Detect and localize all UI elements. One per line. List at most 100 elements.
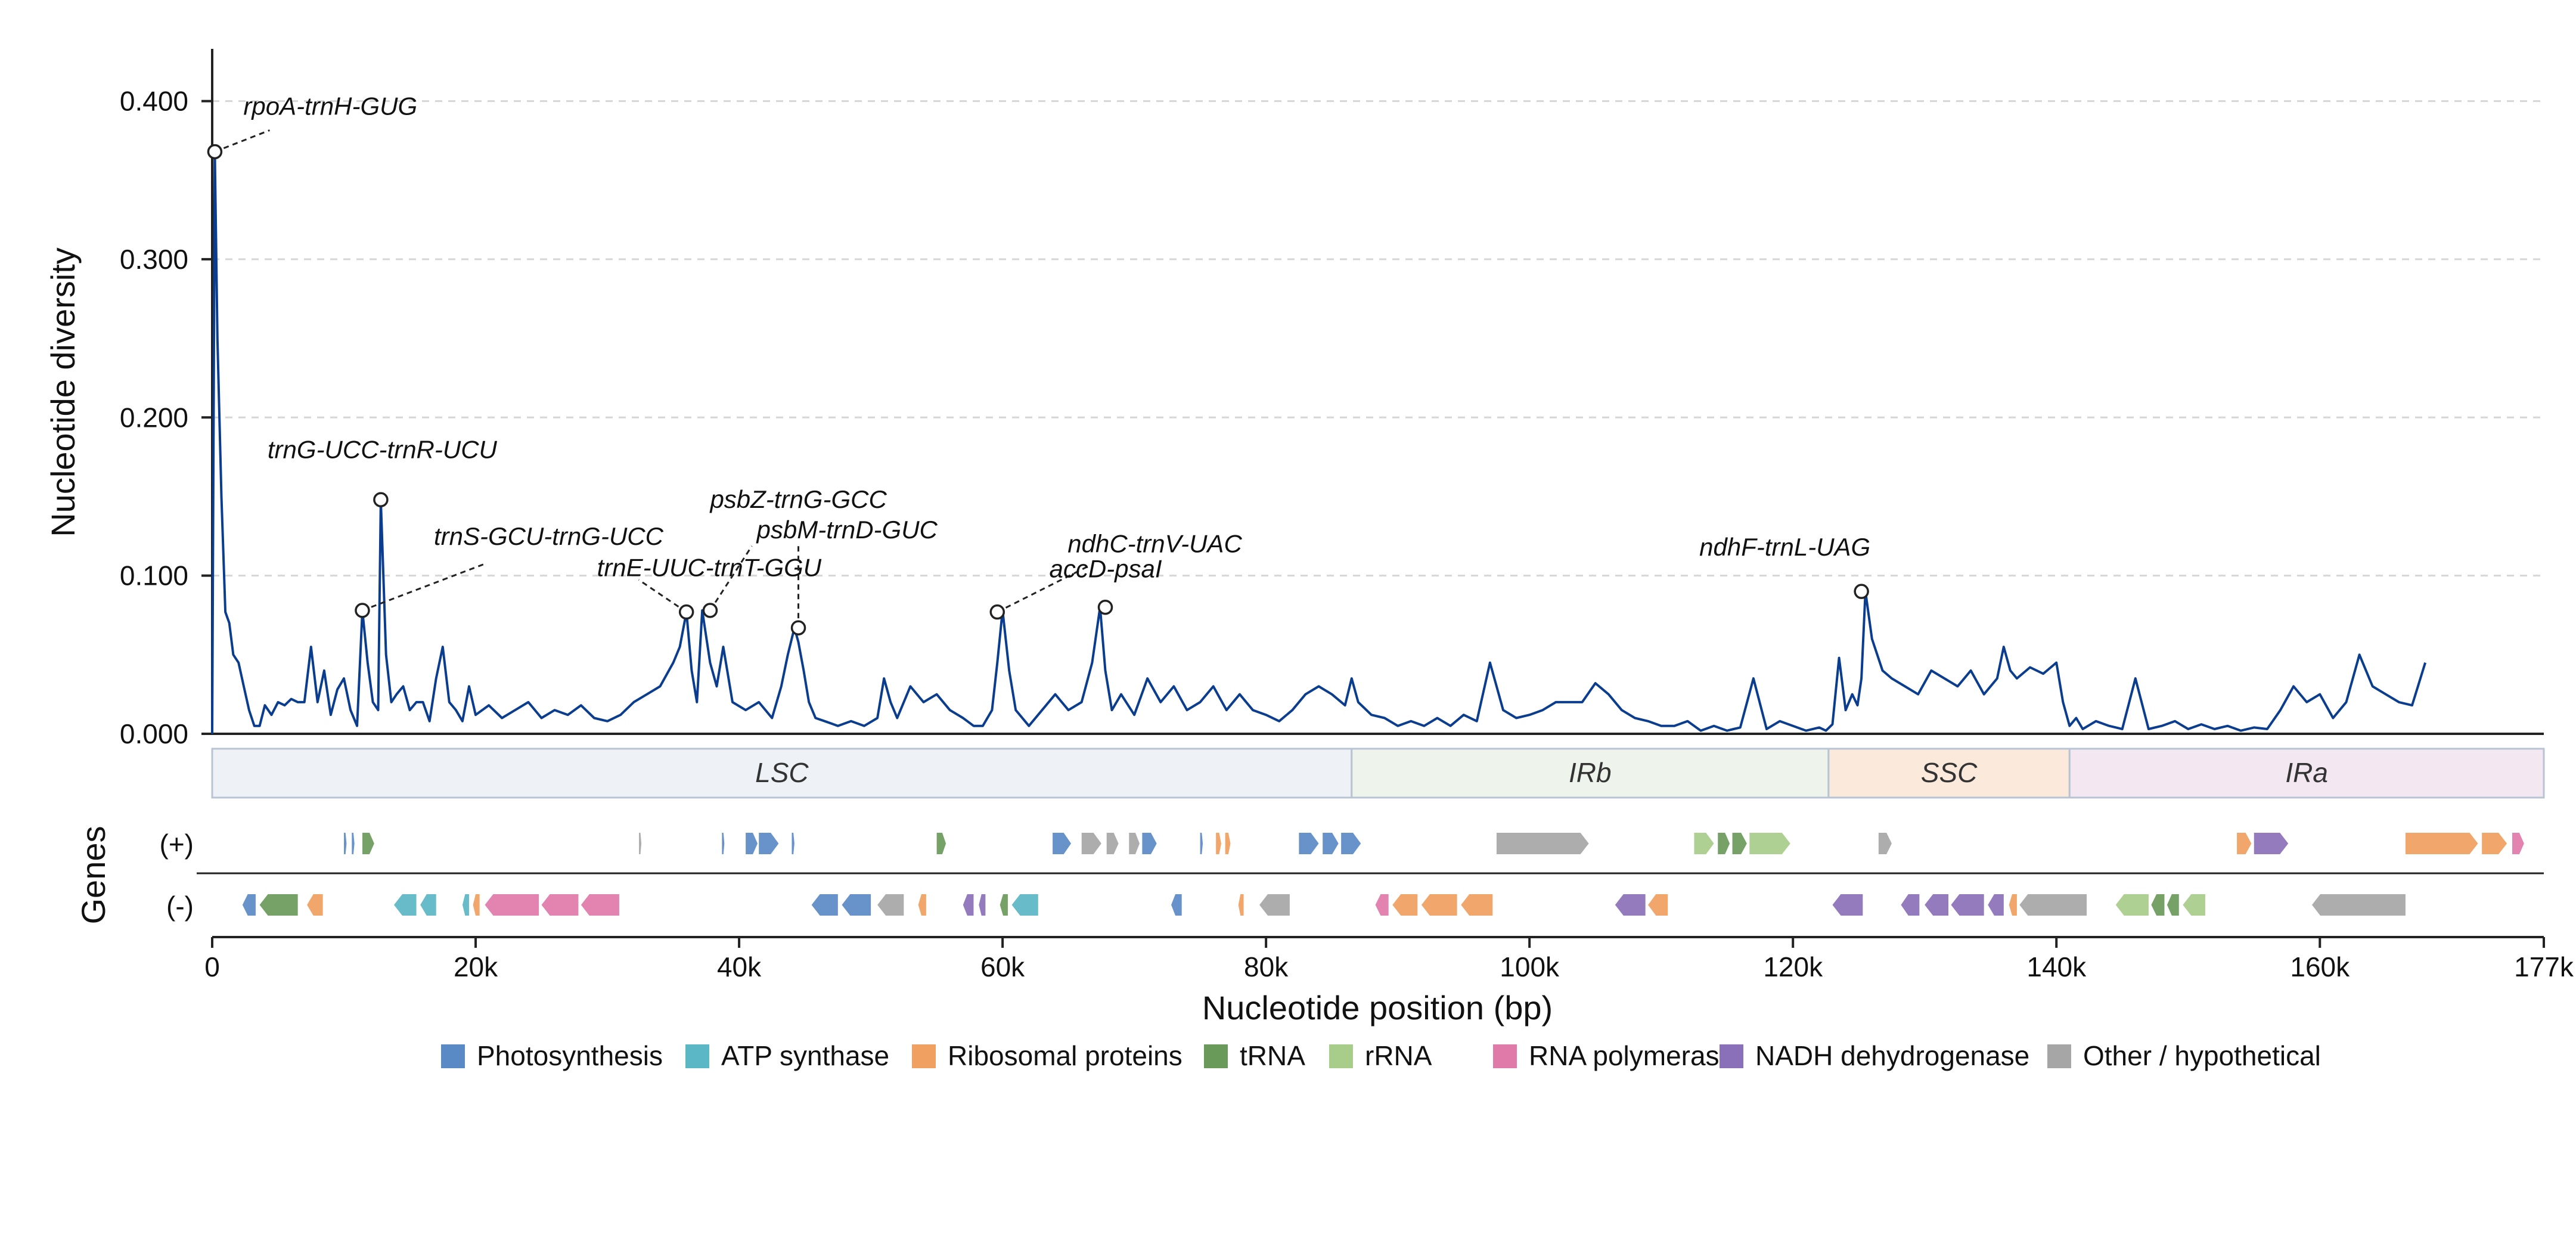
annotation-label: rpoA-trnH-GUG bbox=[243, 92, 417, 120]
gene-arrow bbox=[877, 894, 904, 916]
region-box bbox=[1827, 748, 2071, 799]
gene-arrow bbox=[1988, 894, 2004, 916]
annotation-label: ndhF-trnL-UAG bbox=[1699, 533, 1870, 561]
gene-arrow bbox=[1832, 894, 1863, 916]
gene-arrow bbox=[1732, 833, 1747, 854]
gene-arrow bbox=[541, 894, 579, 916]
y-tick-label: 0.000 bbox=[120, 718, 188, 749]
region-band: LSC IRb SSC IRa bbox=[211, 748, 2545, 799]
x-tick-label: 20k bbox=[454, 951, 498, 982]
highlight-point bbox=[1097, 599, 1113, 615]
gene-arrow bbox=[918, 894, 926, 916]
gene-arrow bbox=[1200, 833, 1203, 854]
legend-label: RNA polymerase bbox=[1529, 1040, 1734, 1071]
gene-arrow bbox=[242, 894, 256, 916]
gene-arrow bbox=[462, 894, 469, 916]
gene-arrow bbox=[1129, 833, 1140, 854]
gene-arrow bbox=[1053, 833, 1072, 854]
legend-label: Other / hypothetical bbox=[2083, 1040, 2321, 1071]
gene-arrow bbox=[2115, 894, 2149, 916]
legend-label: rRNA bbox=[1365, 1040, 1432, 1071]
x-axis: Nucleotide position (bp) 0 20k 40k 60k 80k 10… bbox=[204, 936, 2574, 1026]
x-tick-label: 0 bbox=[204, 951, 220, 982]
x-tick-label: 60k bbox=[980, 951, 1025, 982]
legend-swatch bbox=[1329, 1044, 1353, 1068]
gene-arrow bbox=[639, 833, 642, 854]
highlight-point bbox=[678, 604, 694, 620]
y-tick-label: 0.300 bbox=[120, 244, 188, 275]
annotation-label: psbM-trnD-GUC bbox=[756, 516, 938, 544]
annotation-leader bbox=[997, 565, 1090, 613]
gene-arrow bbox=[473, 894, 480, 916]
annotation-label: trnS-GCU-trnG-UCC bbox=[434, 522, 664, 550]
legend-label: ATP synthase bbox=[721, 1040, 889, 1071]
annotation-label: psbZ-trnG-GCC bbox=[709, 485, 887, 513]
gene-arrow bbox=[1421, 894, 1457, 916]
grid-lines bbox=[212, 100, 2544, 577]
gene-arrow bbox=[1375, 894, 1389, 916]
region-box bbox=[1351, 748, 1830, 799]
x-tick-label: 140k bbox=[2026, 951, 2087, 982]
gene-arrow bbox=[2167, 894, 2179, 916]
legend-swatch bbox=[441, 1044, 465, 1068]
diversity-line bbox=[211, 150, 2427, 734]
legend-label: tRNA bbox=[1240, 1040, 1305, 1071]
y-tick-label: 0.200 bbox=[120, 402, 188, 433]
gene-arrow bbox=[1142, 833, 1157, 854]
diversity-line-layer bbox=[211, 150, 2427, 734]
gene-arrow bbox=[1011, 894, 1038, 916]
gene-arrow bbox=[1901, 894, 1920, 916]
annotation-layer: rpoA-trnH-GUG trnS-GCU-trnG-UCC trnG-UCC-t… bbox=[207, 92, 1870, 635]
highlight-point bbox=[355, 603, 370, 618]
genes-title: Genes bbox=[75, 826, 112, 925]
plus-strand-label: (+) bbox=[160, 829, 194, 860]
gene-arrow bbox=[2019, 894, 2087, 916]
gene-arrow bbox=[2254, 833, 2289, 854]
highlight-point bbox=[790, 620, 806, 635]
region-label: IRa bbox=[2285, 757, 2328, 788]
gene-arrow bbox=[1951, 894, 1984, 916]
y-axis: 0.000 0.100 0.200 0.300 0.400 bbox=[120, 49, 2544, 749]
gene-arrow bbox=[1341, 833, 1361, 854]
highlight-point bbox=[1854, 584, 1869, 599]
region-label: IRb bbox=[1569, 757, 1612, 788]
y-tick-label: 0.400 bbox=[120, 86, 188, 117]
gene-arrow bbox=[1171, 894, 1182, 916]
gene-arrow bbox=[1216, 833, 1221, 854]
gene-arrow bbox=[722, 833, 725, 854]
gene-arrow bbox=[811, 894, 838, 916]
gene-arrow bbox=[2312, 894, 2406, 916]
gene-arrow bbox=[1299, 833, 1319, 854]
gene-arrow bbox=[1694, 833, 1714, 854]
gene-arrow bbox=[1615, 894, 1646, 916]
gene-track: Genes (+) (-) bbox=[75, 826, 2544, 925]
highlight-point bbox=[702, 603, 718, 618]
gene-arrow bbox=[1461, 894, 1493, 916]
gene-arrow bbox=[2482, 833, 2507, 854]
gene-arrow bbox=[394, 894, 417, 916]
gene-arrow bbox=[420, 894, 436, 916]
annotation-label: accD-psaI bbox=[1049, 555, 1162, 583]
gene-arrow bbox=[2512, 833, 2524, 854]
gene-arrow bbox=[259, 894, 298, 916]
gene-arrow bbox=[352, 833, 355, 854]
legend-swatch bbox=[685, 1044, 709, 1068]
x-tick-label: 160k bbox=[2290, 951, 2350, 982]
legend-swatch bbox=[912, 1044, 936, 1068]
gene-arrow bbox=[307, 894, 323, 916]
legend-label: NADH dehydrogenase bbox=[1755, 1040, 2029, 1071]
gene-arrow bbox=[1749, 833, 1790, 854]
annotation-label: trnE-UUC-trnT-GGU bbox=[597, 554, 822, 582]
gene-arrow bbox=[2405, 833, 2478, 854]
annotation-leader bbox=[214, 129, 270, 153]
gene-arrow bbox=[1259, 894, 1290, 916]
legend-swatch bbox=[1720, 1044, 1743, 1068]
y-axis-title: Nucleotide diversity bbox=[44, 247, 82, 537]
annotation-label: trnG-UCC-trnR-UCU bbox=[268, 435, 498, 463]
gene-arrow bbox=[362, 833, 374, 854]
highlight-point bbox=[373, 492, 389, 508]
annotation-leader bbox=[638, 579, 687, 613]
gene-arrow bbox=[2237, 833, 2252, 854]
